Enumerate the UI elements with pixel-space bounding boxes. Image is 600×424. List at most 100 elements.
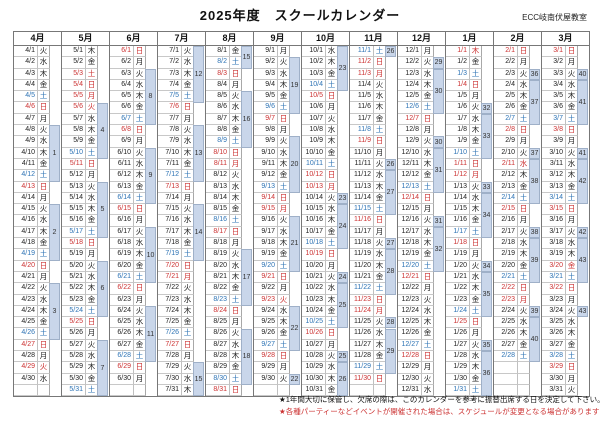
date-cell: 1/19 — [446, 249, 470, 261]
date-cell: 12/29 — [398, 362, 422, 374]
date-cell: 11/21 — [350, 271, 374, 284]
date-cell: 9/5 — [254, 91, 278, 103]
date-cell: 9/22 — [254, 283, 278, 295]
date-cell: 10/13 — [302, 181, 326, 193]
date-cell: 6/23 — [110, 294, 134, 306]
month-column-9: 9月 9/1 月 9/2 火 9/3 水 9/4 木 9/5 金 9/6 土 9/7 日 9/8 月 9/9 火 9/… — [253, 32, 301, 397]
date-cell: 12/23 — [398, 294, 422, 306]
date-cell: 8/18 — [206, 238, 230, 250]
weekday-cell: 月 — [566, 294, 578, 306]
date-cell: 7/10 — [158, 147, 182, 159]
week-number-strip: 32 33 33 34 34 35 35 36 — [481, 46, 493, 397]
date-cell: 11/30 — [350, 373, 374, 385]
date-cell: 9/21 — [254, 271, 278, 284]
weekday-cell — [518, 384, 530, 397]
date-cell: 2/10 — [494, 147, 518, 159]
month-header: 11月 — [350, 32, 397, 46]
date-cell: 10/27 — [302, 339, 326, 352]
date-cell: 10/4 — [302, 79, 326, 92]
date-cell: 2/22 — [494, 283, 518, 295]
date-cell: 11/19 — [350, 249, 374, 261]
date-cell: 7/24 — [158, 305, 182, 318]
day-row: 12/22 月 — [398, 283, 445, 295]
weekday-cell: 金 — [422, 328, 434, 340]
month-header: 12月 — [398, 32, 445, 46]
date-cell: 2/9 — [494, 136, 518, 148]
date-cell: 7/13 — [158, 181, 182, 193]
lesson-week-cell: 7 — [97, 339, 108, 397]
weekday-cell: 火 — [326, 113, 338, 126]
weekday-cell: 水 — [230, 181, 242, 193]
date-cell: 2/19 — [494, 249, 518, 261]
date-cell: 6/22 — [110, 283, 134, 295]
date-cell: 5/14 — [62, 192, 86, 205]
day-row: 12/30 火 — [398, 373, 445, 385]
date-cell: 10/17 — [302, 226, 326, 239]
date-cell: 10/12 — [302, 170, 326, 182]
date-cell: 3/31 — [542, 384, 566, 397]
footer-note-event: ★各種パーティーなどイベントが開催された場合は、スケジュールが変更となる場合があ… — [279, 407, 600, 416]
date-cell: 12/31 — [398, 384, 422, 397]
date-cell: 9/11 — [254, 158, 278, 171]
date-cell: 11/6 — [350, 102, 374, 114]
day-row: 12/26 金 — [398, 328, 445, 340]
date-cell: 12/3 — [398, 68, 422, 80]
date-cell: 2/11 — [494, 158, 518, 171]
weekday-cell: 月 — [278, 362, 290, 374]
date-cell: 7/28 — [158, 351, 182, 363]
month-body: 12/1 月 12/2 火 12/3 水 12/4 木 12/5 金 12/6 土 12/7 日 12/8 月… — [398, 46, 445, 397]
date-cell: 4/14 — [14, 192, 38, 205]
weekday-cell — [278, 384, 290, 397]
weekday-cell: 日 — [422, 351, 434, 363]
date-cell: 1/25 — [446, 317, 470, 329]
week-number-strip: 12 13 14 15 — [193, 46, 205, 397]
lesson-week-cell: 34 — [481, 260, 492, 272]
lesson-week-cell: 14 — [193, 204, 204, 261]
date-cell: 9/17 — [254, 226, 278, 239]
weekday-cell: 月 — [470, 328, 482, 340]
day-row: 12/23 火 — [398, 294, 445, 306]
date-cell: 1/23 — [446, 294, 470, 306]
day-row: 7/7 月 — [158, 113, 205, 126]
date-cell: 9/10 — [254, 147, 278, 159]
date-cell: 6/1 — [110, 46, 134, 58]
lesson-week-cell: 27 — [385, 170, 396, 216]
lesson-week-cell: 19 — [289, 57, 300, 114]
day-row: 7/28 月 — [158, 351, 205, 363]
weekday-cell: 火 — [38, 46, 50, 58]
date-cell: 11/28 — [350, 351, 374, 363]
date-cell: 9/29 — [254, 362, 278, 374]
date-cell: 8/22 — [206, 283, 230, 295]
date-cell: 10/30 — [302, 373, 326, 385]
date-cell: 9/3 — [254, 68, 278, 80]
weekday-cell: 日 — [86, 238, 98, 250]
date-cell: 4/27 — [14, 339, 38, 352]
day-row: 3/2 月 — [542, 57, 589, 69]
date-cell: 3/22 — [542, 283, 566, 295]
month-header: 6月 — [110, 32, 157, 46]
date-cell: 3/2 — [542, 57, 566, 69]
date-cell: 12/18 — [398, 238, 422, 250]
date-cell: 11/29 — [350, 362, 374, 374]
day-row: 4/14 月 — [14, 192, 61, 205]
day-row: 11/8 土 — [350, 125, 397, 137]
lesson-week-cell: 10 — [145, 226, 156, 284]
date-cell: 12/22 — [398, 283, 422, 295]
date-cell: 4/4 — [14, 79, 38, 92]
day-row: 8/12 火 — [206, 170, 253, 182]
date-cell: 9/16 — [254, 215, 278, 227]
day-row: 4/5 土 — [14, 91, 61, 103]
date-cell: 12/21 — [398, 271, 422, 284]
date-cell: 1/10 — [446, 147, 470, 159]
date-cell: 5/16 — [62, 215, 86, 227]
weekday-cell: 月 — [422, 46, 434, 58]
date-cell: 8/14 — [206, 192, 230, 205]
date-cell: 6/5 — [110, 91, 134, 103]
weekday-cell: 火 — [374, 79, 386, 92]
date-cell: 10/8 — [302, 125, 326, 137]
weekday-cell: 月 — [518, 215, 530, 227]
weekday-cell: 火 — [278, 294, 290, 306]
day-row: 8/25 月 — [206, 317, 253, 329]
day-row: 12/7 日 — [398, 113, 445, 126]
date-cell: 11/15 — [350, 204, 374, 216]
